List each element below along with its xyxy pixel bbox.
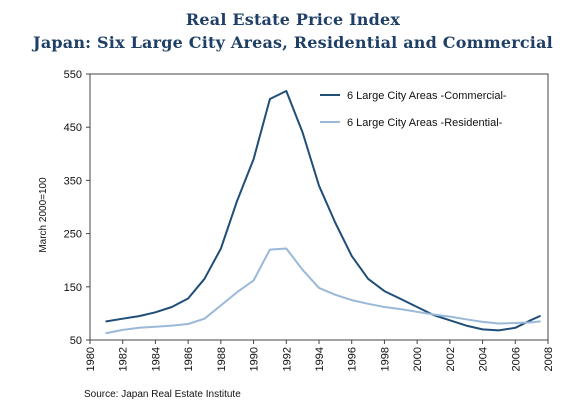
x-tick-label: 2008 [543, 347, 555, 371]
plot-area-frame [89, 73, 549, 341]
y-tick-label: 550 [64, 69, 82, 81]
x-tick-label: 1982 [118, 347, 130, 371]
x-tick-label: 1984 [150, 347, 162, 371]
legend-label: 6 Large City Areas -Residential- [347, 117, 503, 129]
x-tick-label: 2004 [478, 347, 490, 371]
x-tick-label: 1992 [281, 347, 293, 371]
x-tick-label: 1994 [314, 347, 326, 371]
x-tick-label: 1996 [347, 347, 359, 371]
x-tick-label: 2000 [412, 347, 424, 371]
series-line-residential [105, 247, 541, 335]
x-tick-label: 2006 [510, 347, 522, 371]
x-tick-label: 1998 [379, 347, 391, 371]
chart-title: Real Estate Price Index [185, 10, 401, 29]
y-tick-label: 250 [64, 229, 82, 241]
y-tick-label: 450 [64, 122, 82, 134]
x-axis: 1980 1982 1984 1986 1988 1990 1992 1994 1996 1998… [85, 340, 555, 371]
x-tick-label: 2002 [445, 347, 457, 371]
x-tick-label: 1988 [216, 347, 228, 371]
series-line-commercial [105, 90, 541, 332]
x-tick-label: 1980 [85, 347, 97, 371]
chart-subtitle: Japan: Six Large City Areas, Residential… [33, 33, 553, 52]
source-note: Source: Japan Real Estate Institute [84, 389, 241, 400]
legend: 6 Large City Areas -Commercial- 6 Large C… [320, 90, 507, 129]
y-tick-label: 50 [70, 335, 82, 347]
y-axis-label: March 2000=100 [38, 177, 49, 253]
legend-label: 6 Large City Areas -Commercial- [347, 90, 507, 102]
y-axis: 50 150 250 350 450 550 [64, 69, 90, 347]
y-tick-label: 150 [64, 282, 82, 294]
y-tick-label: 350 [64, 175, 82, 187]
x-tick-label: 1990 [249, 347, 261, 371]
series-group [105, 90, 541, 335]
x-tick-label: 1986 [183, 347, 195, 371]
